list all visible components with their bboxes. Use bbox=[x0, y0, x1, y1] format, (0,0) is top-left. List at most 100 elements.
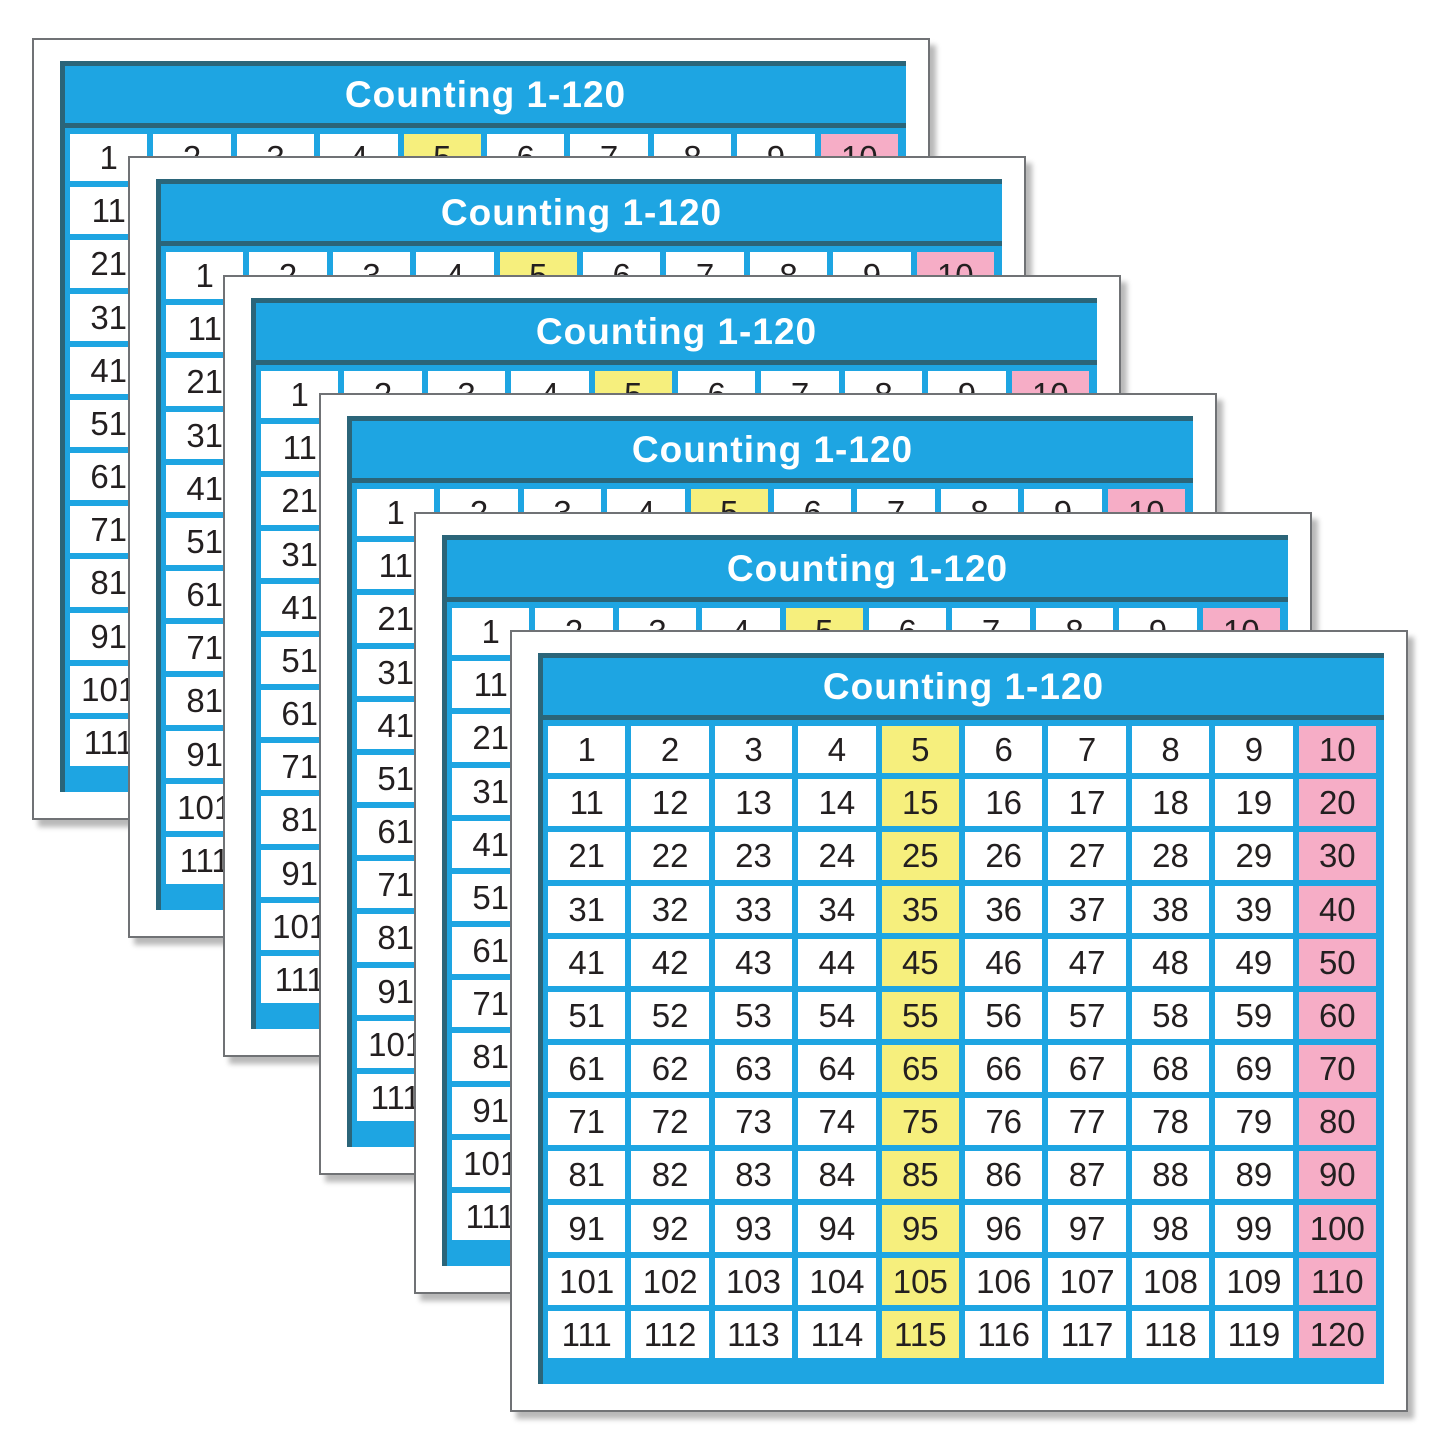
number-cell: 23 bbox=[714, 832, 793, 880]
number-cell: 120 bbox=[1298, 1310, 1376, 1358]
number-cell: 2 bbox=[631, 726, 709, 774]
number-cell: 53 bbox=[714, 991, 793, 1039]
number-cell: 5 bbox=[881, 726, 959, 774]
number-cell: 69 bbox=[1215, 1045, 1293, 1093]
number-cell: 25 bbox=[881, 832, 959, 880]
number-cell: 12 bbox=[631, 779, 709, 827]
chart-title-bar: Counting 1-120 bbox=[352, 421, 1193, 483]
number-cell: 81 bbox=[548, 1151, 626, 1199]
number-cell: 42 bbox=[631, 938, 709, 986]
number-cell: 14 bbox=[798, 779, 876, 827]
number-cell: 111 bbox=[548, 1310, 626, 1358]
number-cell: 114 bbox=[798, 1310, 876, 1358]
number-cell: 24 bbox=[798, 832, 876, 880]
number-cell: 97 bbox=[1048, 1204, 1126, 1252]
number-cell: 87 bbox=[1048, 1151, 1126, 1199]
number-cell: 7 bbox=[1048, 726, 1126, 774]
chart-title: Counting 1-120 bbox=[344, 73, 627, 115]
number-cell: 112 bbox=[631, 1310, 709, 1358]
number-cell: 43 bbox=[714, 938, 793, 986]
number-cell: 94 bbox=[798, 1204, 876, 1252]
number-cell: 58 bbox=[1131, 991, 1210, 1039]
number-cell: 17 bbox=[1048, 779, 1126, 827]
number-cell: 52 bbox=[631, 991, 709, 1039]
number-cell: 73 bbox=[714, 1098, 793, 1146]
number-cell: 70 bbox=[1298, 1045, 1376, 1093]
number-cell: 51 bbox=[548, 991, 626, 1039]
number-cell: 48 bbox=[1131, 938, 1210, 986]
number-cell: 39 bbox=[1215, 885, 1293, 933]
number-cell: 76 bbox=[965, 1098, 1043, 1146]
number-cell: 50 bbox=[1298, 938, 1376, 986]
number-cell: 101 bbox=[548, 1257, 626, 1305]
number-cell: 108 bbox=[1131, 1257, 1210, 1305]
number-cell: 95 bbox=[881, 1204, 959, 1252]
chart-title: Counting 1-120 bbox=[535, 310, 818, 352]
number-cell: 80 bbox=[1298, 1098, 1376, 1146]
number-cell: 36 bbox=[965, 885, 1043, 933]
number-cell: 15 bbox=[881, 779, 959, 827]
number-cell: 67 bbox=[1048, 1045, 1126, 1093]
number-cell: 49 bbox=[1215, 938, 1293, 986]
number-cell: 92 bbox=[631, 1204, 709, 1252]
number-cell: 45 bbox=[881, 938, 959, 986]
chart-title: Counting 1-120 bbox=[631, 428, 914, 470]
number-cell: 32 bbox=[631, 885, 709, 933]
chart-title: Counting 1-120 bbox=[822, 665, 1105, 707]
number-cell: 99 bbox=[1215, 1204, 1293, 1252]
number-cell: 8 bbox=[1131, 726, 1210, 774]
number-cell: 20 bbox=[1298, 779, 1376, 827]
number-cell: 40 bbox=[1298, 885, 1376, 933]
number-cell: 104 bbox=[798, 1257, 876, 1305]
number-cell: 61 bbox=[548, 1045, 626, 1093]
number-cell: 102 bbox=[631, 1257, 709, 1305]
number-cell: 71 bbox=[548, 1098, 626, 1146]
number-cell: 21 bbox=[548, 832, 626, 880]
number-cell: 55 bbox=[881, 991, 959, 1039]
number-cell: 11 bbox=[548, 779, 626, 827]
number-cell: 10 bbox=[1298, 726, 1376, 774]
number-cell: 13 bbox=[714, 779, 793, 827]
number-cell: 105 bbox=[881, 1257, 959, 1305]
chart-title-bar: Counting 1-120 bbox=[256, 303, 1097, 365]
number-cell: 78 bbox=[1131, 1098, 1210, 1146]
number-cell: 93 bbox=[714, 1204, 793, 1252]
number-cell: 66 bbox=[965, 1045, 1043, 1093]
number-cell: 9 bbox=[1215, 726, 1293, 774]
number-cell: 27 bbox=[1048, 832, 1126, 880]
number-cell: 90 bbox=[1298, 1151, 1376, 1199]
chart-footer-strip bbox=[543, 1358, 1384, 1384]
number-cell: 16 bbox=[965, 779, 1043, 827]
number-cell: 75 bbox=[881, 1098, 959, 1146]
number-cell: 64 bbox=[798, 1045, 876, 1093]
number-cell: 34 bbox=[798, 885, 876, 933]
number-cell: 116 bbox=[965, 1310, 1043, 1358]
number-cell: 59 bbox=[1215, 991, 1293, 1039]
number-cell: 60 bbox=[1298, 991, 1376, 1039]
chart-title: Counting 1-120 bbox=[726, 547, 1009, 589]
number-cell: 86 bbox=[965, 1151, 1043, 1199]
number-cell: 100 bbox=[1298, 1204, 1376, 1252]
number-cell: 79 bbox=[1215, 1098, 1293, 1146]
number-cell: 113 bbox=[714, 1310, 793, 1358]
number-cell: 4 bbox=[798, 726, 876, 774]
chart-title-bar: Counting 1-120 bbox=[447, 540, 1288, 602]
number-cell: 37 bbox=[1048, 885, 1126, 933]
number-cell: 62 bbox=[631, 1045, 709, 1093]
number-cell: 30 bbox=[1298, 832, 1376, 880]
number-cell: 68 bbox=[1131, 1045, 1210, 1093]
chart-title-bar: Counting 1-120 bbox=[161, 184, 1002, 246]
number-cell: 18 bbox=[1131, 779, 1210, 827]
number-cell: 38 bbox=[1131, 885, 1210, 933]
number-cell: 103 bbox=[714, 1257, 793, 1305]
number-cell: 1 bbox=[548, 726, 626, 774]
number-cell: 85 bbox=[881, 1151, 959, 1199]
number-cell: 26 bbox=[965, 832, 1043, 880]
number-cell: 44 bbox=[798, 938, 876, 986]
number-cell: 72 bbox=[631, 1098, 709, 1146]
number-cell: 119 bbox=[1215, 1310, 1293, 1358]
